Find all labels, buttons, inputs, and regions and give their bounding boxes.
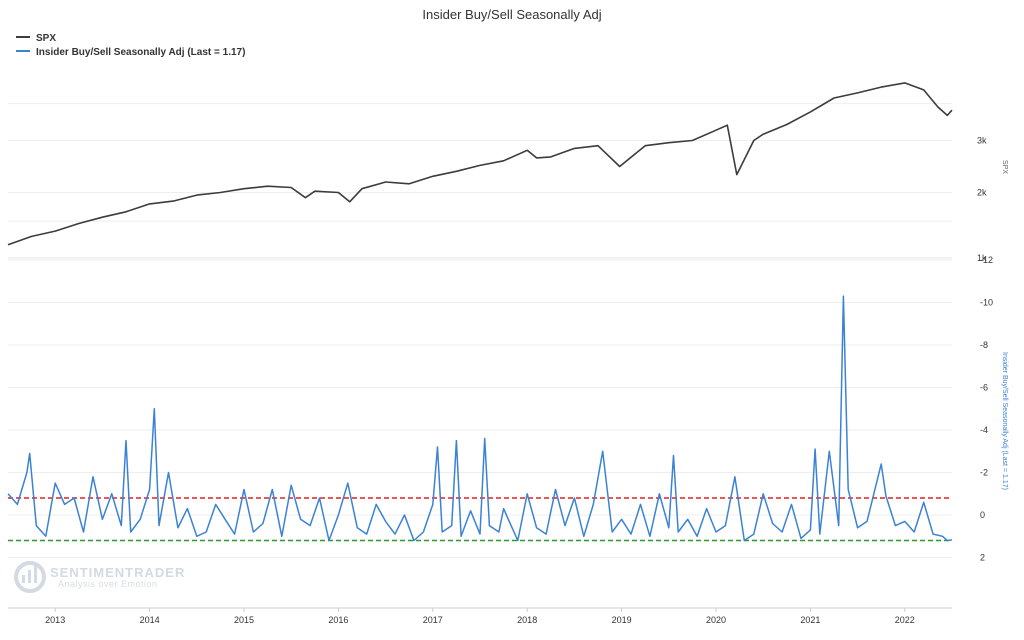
x-tick-label: 2013 — [45, 615, 65, 625]
watermark-tagline: Analysis over Emotion — [58, 579, 158, 589]
x-tick-label: 2021 — [800, 615, 820, 625]
watermark-name: SENTIMENTRADER — [50, 565, 185, 580]
x-tick-label: 2014 — [140, 615, 160, 625]
y-tick-label-spx: 1k — [977, 253, 987, 263]
reference-lines — [8, 497, 952, 542]
series-lines — [7, 82, 953, 542]
watermark: SENTIMENTRADER Analysis over Emotion — [14, 561, 185, 593]
y-tick-label-spx: 2k — [977, 187, 987, 197]
x-tick-label: 2018 — [517, 615, 537, 625]
y-tick-label-insider: -2 — [980, 468, 988, 478]
y-tick-label-insider: -12 — [980, 255, 993, 265]
gridlines — [8, 103, 952, 609]
x-tick-label: 2019 — [612, 615, 632, 625]
x-tick-label: 2020 — [706, 615, 726, 625]
y-tick-label-spx: 3k — [977, 136, 987, 146]
legend-label-spx: SPX — [36, 33, 56, 44]
series-line-spx[interactable] — [7, 82, 953, 246]
watermark-bar-icon — [34, 566, 37, 583]
y-tick-label-insider: 2 — [980, 553, 985, 563]
chart-title: Insider Buy/Sell Seasonally Adj — [422, 7, 601, 22]
y-tick-label-insider: -6 — [980, 383, 988, 393]
y-tick-label-insider: -8 — [980, 340, 988, 350]
legend-label-insider: Insider Buy/Sell Seasonally Adj (Last = … — [36, 47, 245, 58]
x-tick-label: 2017 — [423, 615, 443, 625]
x-tick-label: 2016 — [328, 615, 348, 625]
watermark-bar-icon — [28, 570, 31, 583]
x-tick-label: 2015 — [234, 615, 254, 625]
legend-item-spx[interactable]: SPX — [16, 33, 56, 44]
legend-item-insider[interactable]: Insider Buy/Sell Seasonally Adj (Last = … — [16, 47, 245, 58]
y-tick-label-insider: -4 — [980, 425, 988, 435]
x-axis-ticks: 2013 2014 2015 2016 2017 2018 2019 2020 2021 2022 — [45, 608, 915, 625]
y-tick-label-insider: 0 — [980, 510, 985, 520]
x-tick-label: 2022 — [895, 615, 915, 625]
legend[interactable]: SPX Insider Buy/Sell Seasonally Adj (Las… — [16, 33, 245, 58]
watermark-bar-icon — [22, 575, 25, 583]
y-axis-ticks: 2k 3k 1k 2 0 -2 -4 -6 -8 -10 -12 — [977, 136, 993, 563]
spx-axis-title: SPX — [1001, 160, 1008, 174]
insider-axis-title: Insider Buy/Sell Seasonally Adj (Last = … — [1001, 352, 1008, 490]
watermark-logo-icon — [14, 561, 46, 593]
series-line-insider[interactable] — [7, 295, 953, 542]
y-tick-label-insider: -10 — [980, 298, 993, 308]
